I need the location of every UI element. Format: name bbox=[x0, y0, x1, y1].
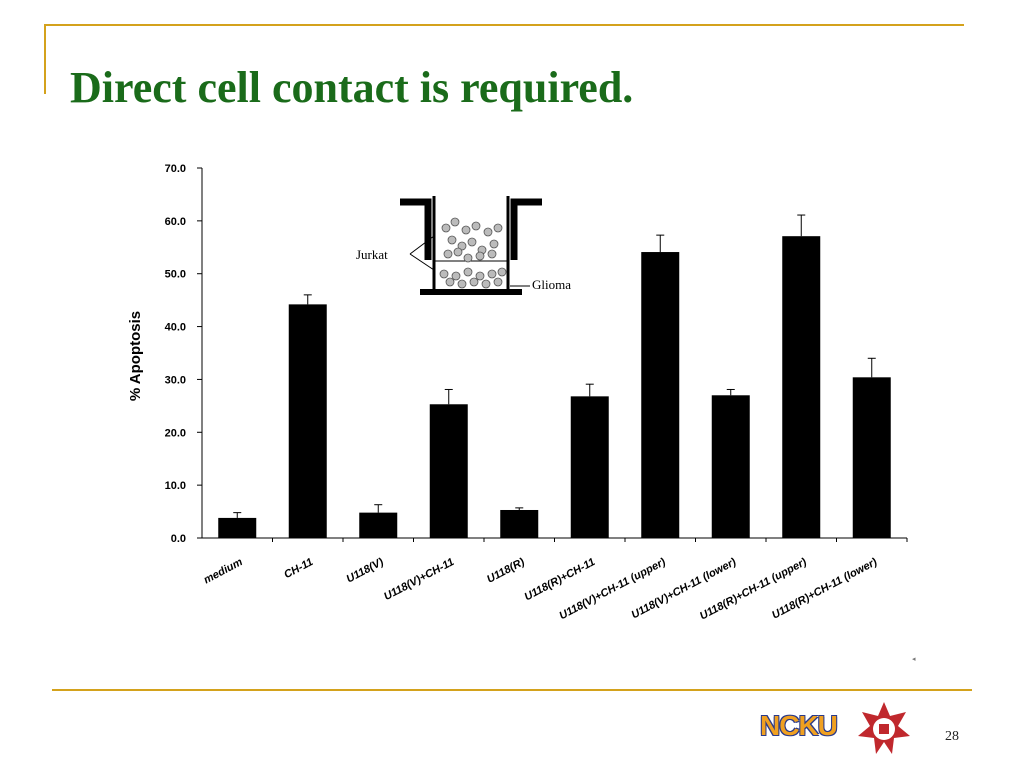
cell-circle bbox=[483, 227, 493, 237]
chart-labels: 0.0 10.0 20.0 30.0 40.0 50.0 60.0 70.0 % Apoptos… bbox=[127, 163, 879, 623]
y-tick-label: 0.0 bbox=[171, 533, 186, 545]
bar-4 bbox=[500, 509, 539, 538]
y-tick-label: 20.0 bbox=[165, 427, 186, 439]
cell-circle bbox=[447, 235, 457, 245]
cell-circle bbox=[439, 269, 449, 279]
frame-bottom-line bbox=[52, 689, 972, 691]
cell-circle bbox=[451, 271, 461, 281]
bar-3 bbox=[429, 404, 468, 538]
x-tick-label: U118(V)+CH-11 bbox=[382, 556, 456, 603]
x-tick-label: U118(V) bbox=[345, 556, 386, 586]
stray-mark: ◂ bbox=[912, 655, 916, 663]
frame-top-line bbox=[44, 24, 964, 26]
cell-circles bbox=[439, 217, 507, 289]
bar-0 bbox=[218, 517, 257, 538]
glioma-label: Glioma bbox=[532, 277, 571, 292]
chart-bars bbox=[218, 214, 891, 538]
page-number: 28 bbox=[945, 729, 959, 744]
cell-circle bbox=[463, 267, 473, 277]
university-emblem-icon bbox=[858, 702, 910, 754]
cell-circle bbox=[463, 253, 473, 263]
jurkat-pointer-lower bbox=[409, 253, 435, 271]
y-tick-label: 60.0 bbox=[165, 216, 186, 228]
cell-circle bbox=[457, 279, 467, 289]
jurkat-label: Jurkat bbox=[356, 247, 388, 262]
x-tick-label: medium bbox=[202, 556, 245, 586]
slide-title: Direct cell contact is required. bbox=[70, 63, 634, 112]
y-tick-label: 30.0 bbox=[165, 374, 186, 386]
cell-circle bbox=[489, 239, 499, 249]
bar-2 bbox=[359, 512, 398, 538]
cell-circle bbox=[487, 269, 497, 279]
cell-circle bbox=[467, 237, 477, 247]
y-tick-label: 10.0 bbox=[165, 480, 186, 492]
y-tick-label: 40.0 bbox=[165, 322, 186, 334]
y-axis-label: % Apoptosis bbox=[127, 311, 144, 401]
frame-left-line bbox=[44, 24, 46, 94]
cell-circle bbox=[461, 225, 471, 235]
cell-circle bbox=[481, 279, 491, 289]
cell-circle bbox=[475, 271, 485, 281]
bar-7 bbox=[711, 395, 750, 538]
x-tick-label: U118(R) bbox=[485, 556, 527, 586]
cell-circle bbox=[443, 249, 453, 259]
bar-5 bbox=[570, 396, 609, 538]
cell-circle bbox=[487, 249, 497, 259]
insert-right-wall bbox=[510, 198, 542, 260]
x-tick-label: CH-11 bbox=[282, 556, 315, 581]
cell-circle bbox=[475, 251, 485, 261]
cell-circle bbox=[471, 221, 481, 231]
cell-circle bbox=[493, 223, 503, 233]
bar-1 bbox=[288, 304, 327, 538]
bar-8 bbox=[782, 236, 821, 538]
cell-circle bbox=[457, 241, 467, 251]
cell-circle bbox=[441, 223, 451, 233]
jurkat-pointer-upper bbox=[409, 235, 435, 255]
cell-circle bbox=[497, 267, 507, 277]
cell-circle bbox=[445, 277, 455, 287]
cell-circle bbox=[453, 247, 463, 257]
cell-circle bbox=[469, 277, 479, 287]
cell-circle bbox=[493, 277, 503, 287]
bar-chart: 0.0 10.0 20.0 30.0 40.0 50.0 60.0 70.0 % Apoptos… bbox=[127, 163, 908, 623]
bar-9 bbox=[852, 377, 891, 538]
y-tick-label: 70.0 bbox=[165, 163, 186, 175]
transwell-diagram: Jurkat Glioma bbox=[356, 196, 571, 295]
y-tick-label: 50.0 bbox=[165, 269, 186, 281]
cell-circle bbox=[450, 217, 460, 227]
bar-6 bbox=[641, 252, 680, 538]
ncku-logo-text: NCKU bbox=[760, 710, 838, 741]
